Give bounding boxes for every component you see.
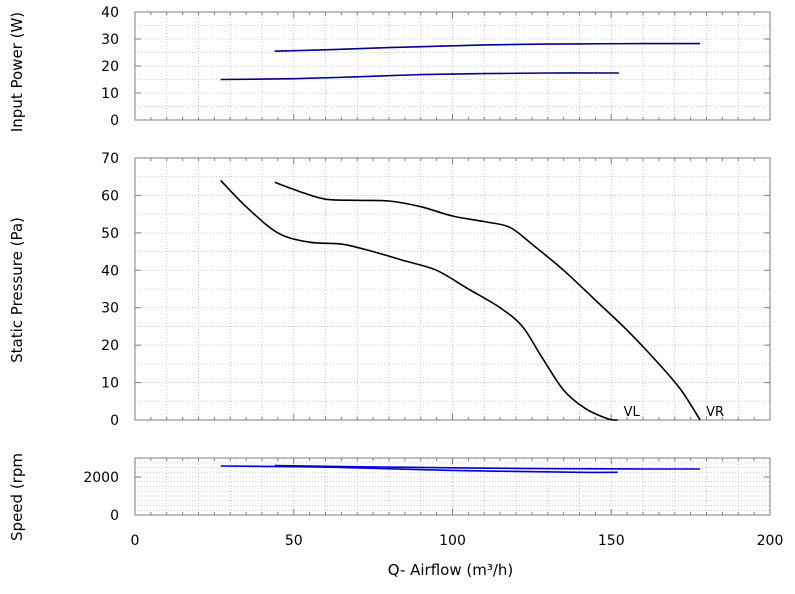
panel-power: 0 10 20 30 40 Input Power (W) [8, 5, 771, 132]
y-tick-label: 10 [101, 86, 119, 102]
y-tick-label: 50 [101, 226, 119, 242]
grid-power [134, 11, 771, 121]
y-axis-title-power: Input Power (W) [8, 12, 26, 132]
x-tick-label: 150 [598, 533, 625, 549]
y-tick-label: 0 [110, 413, 119, 429]
y-tick-label: 60 [101, 188, 119, 204]
y-tick-label: 40 [101, 5, 119, 21]
y-axis-title-speed: Speed (rpm [8, 453, 26, 541]
y-tick-label: 30 [101, 301, 119, 317]
x-tick-label: 50 [285, 533, 303, 549]
curve-label-vl: VL [624, 405, 641, 420]
y-tick-label: 2000 [83, 470, 119, 486]
y-tick-label: 0 [110, 508, 119, 524]
y-tick-label: 70 [101, 151, 119, 167]
panel-pressure: 0 10 20 30 40 50 60 70 Static Pressure (Pa) VL VR [8, 151, 771, 429]
panel-speed: 0 2000 Speed (rpm 0 50 100 150 200 Q- Airflow (m… [8, 453, 783, 579]
series-line-power-2 [220, 72, 620, 81]
series-line-speed-2 [274, 464, 701, 470]
x-tick-label: 0 [131, 533, 140, 549]
series-line-pressure-vl [220, 179, 618, 421]
series-line-pressure-vr [274, 181, 701, 421]
series-line-speed-1 [220, 465, 618, 474]
y-tick-label: 10 [101, 376, 119, 392]
curve-label-vr: VR [706, 405, 724, 420]
x-axis-title: Q- Airflow (m³/h) [388, 561, 514, 579]
series-line-power-1 [274, 42, 701, 52]
grid-pressure [134, 157, 771, 421]
y-tick-label: 20 [101, 59, 119, 75]
y-axis-title-pressure: Static Pressure (Pa) [8, 217, 26, 363]
y-tick-label: 20 [101, 338, 119, 354]
y-tick-label: 40 [101, 263, 119, 279]
y-tick-label: 30 [101, 32, 119, 48]
x-tick-label: 200 [757, 533, 784, 549]
y-tick-label: 0 [110, 113, 119, 129]
x-tick-label: 100 [439, 533, 466, 549]
